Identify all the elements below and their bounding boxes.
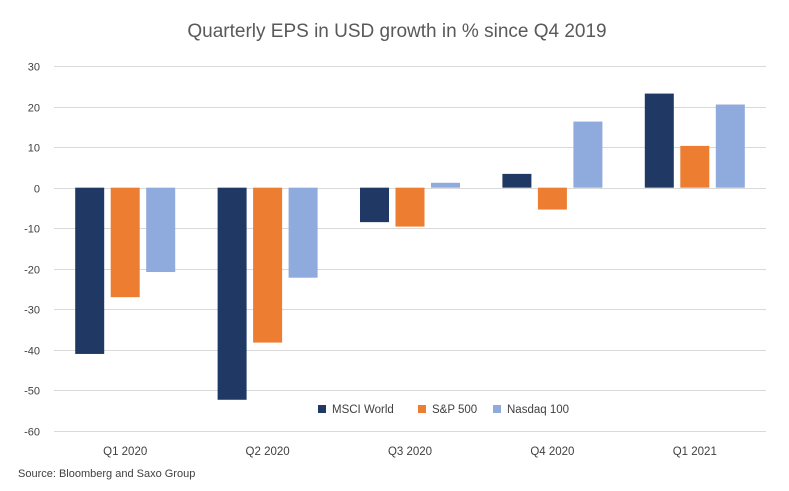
bar	[715, 104, 745, 188]
x-axis-categories: Q1 2020 Q2 2020 Q3 2020 Q4 2020 Q1 2021	[103, 446, 717, 458]
y-tick-label: 0	[34, 184, 40, 196]
legend-swatch	[418, 405, 426, 413]
x-category-label: Q1 2020	[103, 446, 147, 458]
bar	[110, 187, 140, 298]
chart-title: Quarterly EPS in USD growth in % since Q…	[187, 21, 606, 42]
legend-swatch	[318, 405, 326, 413]
y-tick-label: 30	[28, 62, 40, 74]
bar	[253, 187, 283, 343]
x-category-label: Q4 2020	[530, 446, 574, 458]
bar	[537, 187, 567, 210]
legend-label: S&P 500	[432, 404, 477, 416]
y-tick-label: -60	[24, 427, 40, 439]
source-note: Source: Bloomberg and Saxo Group	[18, 468, 195, 480]
bar	[502, 173, 532, 188]
bar	[431, 182, 460, 188]
bar	[680, 145, 710, 188]
legend-label: MSCI World	[332, 404, 394, 416]
bar	[644, 93, 674, 188]
bar	[288, 187, 318, 278]
y-axis-ticks: 30 20 10 0 -10 -20 -30 -40 -50 -60	[24, 62, 40, 439]
x-category-label: Q3 2020	[388, 446, 432, 458]
y-tick-label: 10	[28, 143, 40, 155]
bar	[75, 187, 105, 354]
bar	[573, 121, 603, 188]
bar	[217, 187, 247, 400]
x-category-label: Q2 2020	[246, 446, 290, 458]
y-tick-label: -30	[24, 305, 40, 317]
y-tick-label: -50	[24, 386, 40, 398]
bar	[360, 187, 389, 223]
bar	[395, 187, 425, 227]
bars	[75, 93, 745, 400]
y-tick-label: -20	[24, 265, 40, 277]
legend: MSCI World S&P 500 Nasdaq 100	[318, 404, 569, 416]
y-tick-label: -10	[24, 224, 40, 236]
y-tick-label: 20	[28, 103, 40, 115]
legend-label: Nasdaq 100	[507, 404, 569, 416]
y-tick-label: -40	[24, 346, 40, 358]
x-category-label: Q1 2021	[673, 446, 717, 458]
legend-swatch	[493, 405, 501, 413]
bar	[146, 187, 176, 273]
